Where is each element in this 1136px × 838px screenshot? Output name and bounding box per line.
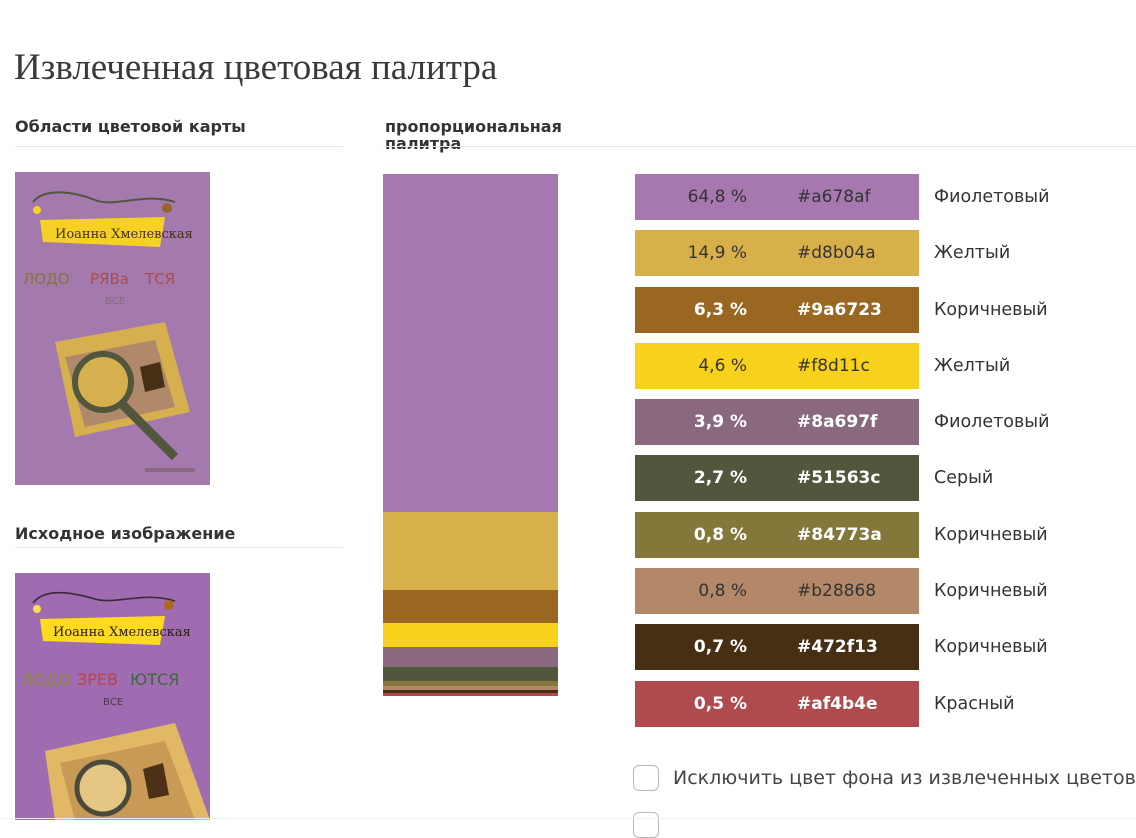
svg-text:ВСЕ: ВСЕ: [105, 296, 125, 307]
swatch-hex: #a678af: [797, 187, 871, 207]
exclude-background-option[interactable]: Исключить цвет фона из извлеченных цвето…: [633, 765, 1136, 791]
color-swatch[interactable]: 64,8 % #a678af: [635, 174, 919, 220]
color-swatch[interactable]: 3,9 % #8a697f: [635, 399, 919, 446]
exclude-background-label[interactable]: Исключить цвет фона из извлеченных цвето…: [673, 767, 1136, 789]
swatch-hex: #51563c: [797, 468, 881, 489]
swatch-color-name: Красный: [934, 693, 1015, 714]
palette-row: 3,9 % #8a697f Фиолетовый: [635, 399, 1050, 446]
proportional-segment: [383, 681, 558, 686]
swatch-color-name: Коричневый: [934, 299, 1048, 320]
swatch-hex: #d8b04a: [797, 243, 876, 264]
palette-row: 0,8 % #84773a Коричневый: [635, 511, 1050, 558]
svg-text:ТСЯ: ТСЯ: [144, 270, 175, 288]
proportional-segment: [383, 590, 558, 623]
swatch-hex: #8a697f: [797, 412, 878, 433]
svg-text:ЛОДО: ЛОДО: [21, 670, 71, 689]
svg-text:Иоанна Хмелевская: Иоанна Хмелевская: [53, 625, 191, 640]
exclude-background-checkbox[interactable]: [633, 765, 659, 791]
source-image: Иоанна Хмелевская ЛОДО ЗРЕВ ЮТСЯ ВСЕ: [15, 573, 210, 820]
proportional-segment: [383, 693, 558, 696]
color-swatch[interactable]: 0,8 % #b28868: [635, 568, 919, 615]
svg-text:ЗРЕВ: ЗРЕВ: [77, 670, 118, 689]
swatch-hex: #472f13: [797, 637, 878, 658]
proportional-palette-bar: [383, 174, 558, 696]
swatch-percent: 0,5 %: [693, 693, 747, 714]
color-swatch[interactable]: 6,3 % #9a6723: [635, 286, 919, 333]
color-swatch[interactable]: 14,9 % #d8b04a: [635, 230, 919, 277]
color-map-image: Иоанна Хмелевская ЛОДО РЯВа ТСЯ ВСЕ: [15, 172, 210, 485]
swatch-percent: 2,7 %: [693, 468, 747, 489]
swatch-color-name: Серый: [934, 468, 994, 489]
palette-row: 6,3 % #9a6723 Коричневый: [635, 286, 1050, 333]
source-image-heading: Исходное изображение: [15, 524, 236, 543]
swatch-percent: 0,8 %: [698, 581, 747, 602]
proportional-segment: [383, 685, 558, 690]
swatch-hex: #b28868: [797, 581, 877, 602]
svg-text:РЯВа: РЯВа: [90, 270, 129, 288]
palette-row: 2,7 % #51563c Серый: [635, 455, 1050, 502]
proportional-segment: [383, 667, 558, 682]
swatch-hex: #af4b4e: [797, 693, 878, 714]
swatch-percent: 0,8 %: [693, 524, 747, 545]
color-swatch[interactable]: 0,8 % #84773a: [635, 511, 919, 558]
swatch-color-name: Коричневый: [934, 637, 1048, 658]
swatch-percent: 64,8 %: [687, 187, 747, 207]
color-swatch[interactable]: 4,6 % #f8d11c: [635, 342, 919, 389]
proportional-segment: [383, 622, 558, 647]
swatch-color-name: Коричневый: [934, 581, 1048, 602]
svg-text:ЛОДО: ЛОДО: [23, 270, 70, 288]
swatch-color-name: Фиолетовый: [934, 412, 1050, 433]
swatch-percent: 14,9 %: [687, 243, 747, 264]
palette-row: 64,8 % #a678af Фиолетовый: [635, 174, 1050, 220]
color-swatch[interactable]: 0,5 % #af4b4e: [635, 680, 919, 727]
proportional-divider: [383, 146, 1136, 147]
swatch-hex: #9a6723: [797, 299, 882, 320]
color-map-heading: Области цветовой карты: [15, 117, 246, 136]
swatch-color-name: Желтый: [934, 355, 1011, 376]
proportional-segment: [383, 512, 558, 591]
swatch-color-name: Фиолетовый: [934, 187, 1050, 207]
color-swatch[interactable]: 2,7 % #51563c: [635, 455, 919, 502]
palette-row: 14,9 % #d8b04a Желтый: [635, 230, 1050, 277]
color-map-divider: [15, 146, 343, 147]
palette-row: 0,7 % #472f13 Коричневый: [635, 624, 1050, 671]
swatch-percent: 0,7 %: [693, 637, 747, 658]
page-title: Извлеченная цветовая палитра: [14, 47, 498, 88]
swatch-color-name: Коричневый: [934, 524, 1048, 545]
bottom-divider: [0, 818, 1136, 819]
swatch-hex: #f8d11c: [797, 355, 870, 376]
proportional-segment: [383, 689, 558, 694]
source-image-divider: [15, 547, 343, 548]
palette-row: 0,8 % #b28868 Коричневый: [635, 568, 1050, 615]
palette-row: 4,6 % #f8d11c Желтый: [635, 342, 1050, 389]
proportional-segment: [383, 646, 558, 668]
palette-row: 0,5 % #af4b4e Красный: [635, 680, 1050, 727]
swatch-percent: 4,6 %: [698, 355, 747, 376]
palette-swatch-list: 64,8 % #a678af Фиолетовый 14,9 % #d8b04a Желт…: [635, 174, 1050, 737]
swatch-percent: 3,9 %: [693, 412, 747, 433]
svg-text:ЮТСЯ: ЮТСЯ: [130, 670, 179, 689]
proportional-palette-heading: пропорциональная палитра: [385, 117, 562, 153]
color-swatch[interactable]: 0,7 % #472f13: [635, 624, 919, 671]
svg-text:Иоанна Хмелевская: Иоанна Хмелевская: [55, 227, 193, 242]
swatch-color-name: Желтый: [934, 243, 1011, 264]
swatch-percent: 6,3 %: [693, 299, 747, 320]
proportional-segment: [383, 174, 558, 513]
second-option-checkbox[interactable]: [633, 812, 659, 838]
swatch-hex: #84773a: [797, 524, 882, 545]
svg-text:ВСЕ: ВСЕ: [103, 697, 123, 708]
